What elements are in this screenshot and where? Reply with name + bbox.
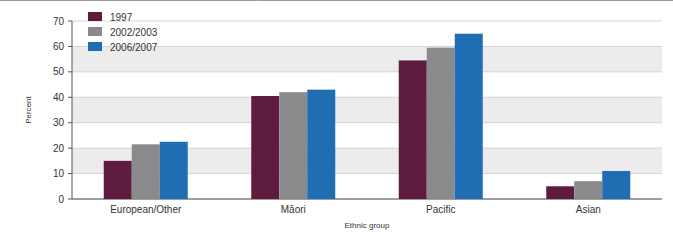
bar: [602, 171, 630, 199]
y-tick: [68, 199, 72, 200]
legend-swatch: [88, 42, 102, 51]
grid-band: [72, 46, 662, 71]
x-tick-label: European/Other: [110, 204, 182, 215]
y-tick-label: 0: [58, 194, 64, 205]
bar: [307, 90, 335, 199]
grid-line: [72, 71, 662, 72]
legend-label: 1997: [110, 12, 133, 23]
y-axis: [72, 21, 73, 199]
legend-swatch: [88, 27, 102, 36]
grid-line: [72, 21, 662, 22]
bar: [455, 34, 483, 199]
x-tick-label: Māori: [281, 204, 306, 215]
legend-label: 2006/2007: [110, 42, 158, 53]
y-tick: [68, 122, 72, 123]
legend: 1997 2002/2003 2006/2007: [88, 12, 158, 53]
chart-container: 0 10 20 30 40 50 60 70 European/Other Māori Pacifi…: [0, 0, 673, 236]
x-tick-label: Pacific: [426, 204, 455, 215]
bar: [104, 161, 132, 199]
frame-top: [0, 0, 673, 1]
grid-line: [72, 97, 662, 98]
y-tick-label: 40: [53, 92, 65, 103]
y-axis-label: Percent: [24, 95, 33, 123]
x-tick-label: Asian: [576, 204, 601, 215]
grid-band: [72, 97, 662, 122]
bar: [279, 92, 307, 199]
y-tick: [68, 71, 72, 72]
bar: [399, 60, 427, 199]
y-tick: [68, 173, 72, 174]
y-tick: [68, 46, 72, 47]
chart-svg: 0 10 20 30 40 50 60 70 European/Other Māori Pacifi…: [0, 0, 673, 236]
y-tick: [68, 148, 72, 149]
legend-swatch: [88, 12, 102, 21]
bar: [160, 142, 188, 199]
bar: [574, 181, 602, 199]
y-tick-label: 10: [53, 168, 65, 179]
bar: [251, 96, 279, 199]
y-tick-label: 70: [53, 16, 65, 27]
y-tick-label: 30: [53, 117, 65, 128]
y-tick-label: 60: [53, 41, 65, 52]
bar: [546, 186, 574, 199]
grid-line: [72, 46, 662, 47]
y-tick: [68, 97, 72, 98]
bars: [104, 34, 631, 199]
y-tick-label: 20: [53, 143, 65, 154]
bar: [132, 144, 160, 199]
y-tick-label: 50: [53, 66, 65, 77]
grid-line: [72, 122, 662, 123]
legend-label: 2002/2003: [110, 27, 158, 38]
x-axis-label: Ethnic group: [345, 221, 390, 230]
bar: [427, 48, 455, 199]
y-tick: [68, 21, 72, 22]
